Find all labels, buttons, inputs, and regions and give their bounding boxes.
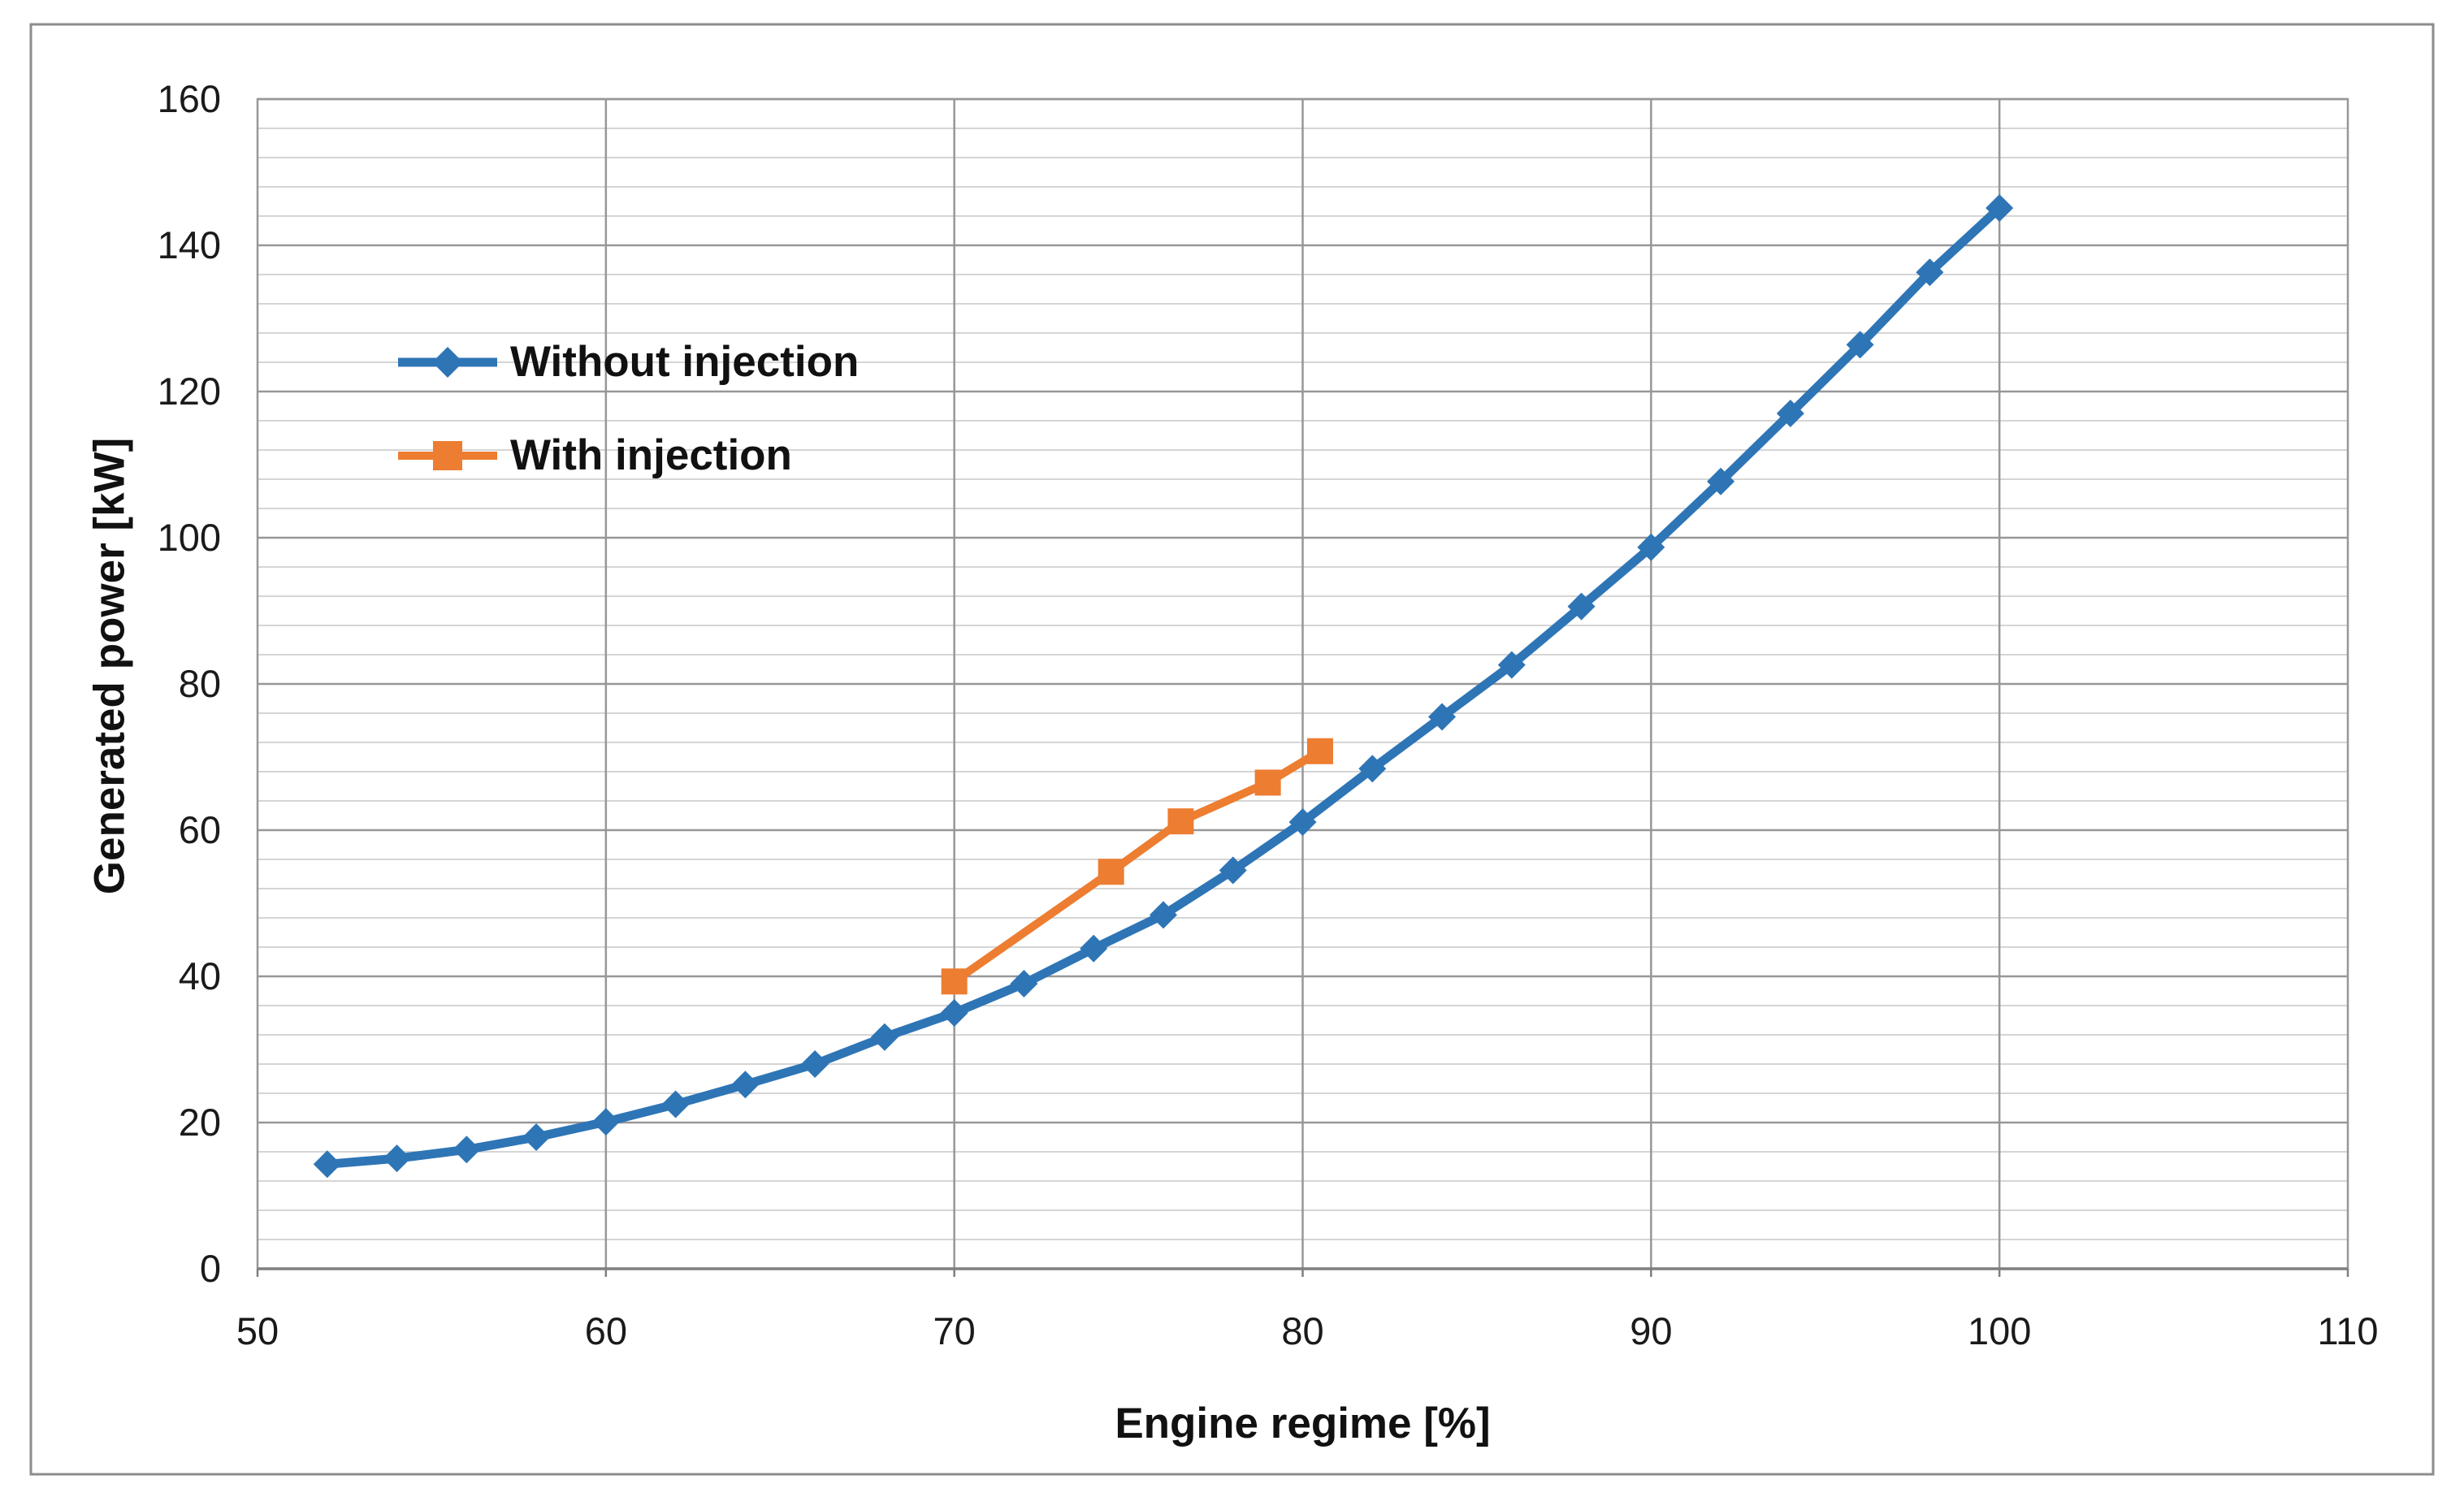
data-point-marker-without-injection — [1149, 901, 1177, 929]
data-point-marker-without-injection — [1916, 258, 1944, 287]
data-point-marker-with-injection — [1306, 738, 1333, 764]
y-tick-label: 120 — [158, 370, 221, 413]
data-point-marker-with-injection — [1098, 859, 1124, 885]
diamond-marker-icon — [398, 346, 497, 378]
data-point-marker-without-injection — [1776, 400, 1804, 427]
data-point-marker-with-injection — [1254, 769, 1281, 796]
legend: Without injection With injection — [396, 315, 859, 502]
y-tick-label: 160 — [158, 77, 221, 120]
data-point-marker-without-injection — [1288, 808, 1317, 837]
x-tick-label: 60 — [585, 1309, 627, 1352]
data-point-marker-without-injection — [1358, 755, 1387, 783]
data-point-marker-without-injection — [801, 1050, 829, 1078]
data-point-marker-without-injection — [1707, 467, 1735, 495]
legend-label: Without injection — [510, 338, 860, 386]
data-point-marker-without-injection — [1497, 651, 1526, 679]
data-point-marker-without-injection — [870, 1023, 899, 1051]
x-tick-label: 50 — [236, 1309, 279, 1352]
x-tick-label: 70 — [933, 1309, 976, 1352]
data-point-marker-without-injection — [591, 1108, 620, 1136]
data-point-marker-without-injection — [383, 1144, 411, 1173]
y-axis-title: Generated power [kW] — [85, 437, 134, 895]
data-point-marker-without-injection — [1010, 970, 1038, 997]
y-tick-label: 60 — [179, 808, 221, 851]
data-point-marker-without-injection — [1637, 533, 1665, 561]
figure-border — [29, 23, 2435, 1476]
data-point-marker-without-injection — [1080, 934, 1108, 963]
data-point-marker-without-injection — [1846, 331, 1874, 359]
y-tick-label: 40 — [179, 954, 221, 997]
x-tick-label: 90 — [1630, 1309, 1672, 1352]
legend-label: With injection — [510, 431, 792, 479]
y-tick-label: 0 — [200, 1247, 221, 1290]
x-tick-label: 100 — [1968, 1309, 2031, 1352]
y-tick-label: 100 — [158, 516, 221, 559]
legend-item-without-injection: Without injection — [396, 315, 859, 409]
x-axis-title: Engine regime [%] — [1115, 1400, 1491, 1447]
data-point-marker-without-injection — [1428, 703, 1457, 731]
data-point-marker-without-injection — [1219, 856, 1247, 885]
x-tick-label: 80 — [1281, 1309, 1323, 1352]
data-point-marker-with-injection — [1167, 808, 1194, 835]
data-point-marker-without-injection — [1985, 194, 2014, 223]
y-tick-label: 140 — [158, 223, 221, 266]
x-tick-label: 110 — [2318, 1309, 2379, 1352]
data-point-marker-without-injection — [522, 1123, 551, 1151]
data-point-marker-without-injection — [313, 1150, 341, 1179]
data-point-marker-without-injection — [731, 1071, 760, 1099]
y-tick-label: 20 — [179, 1101, 221, 1144]
data-point-marker-without-injection — [453, 1136, 481, 1164]
square-marker-icon — [398, 440, 497, 470]
data-point-marker-without-injection — [940, 999, 968, 1027]
data-point-marker-without-injection — [661, 1090, 690, 1118]
legend-item-with-injection: With injection — [396, 409, 859, 502]
data-point-marker-without-injection — [1567, 592, 1596, 621]
data-point-marker-with-injection — [941, 968, 968, 995]
y-tick-label: 80 — [179, 662, 221, 705]
